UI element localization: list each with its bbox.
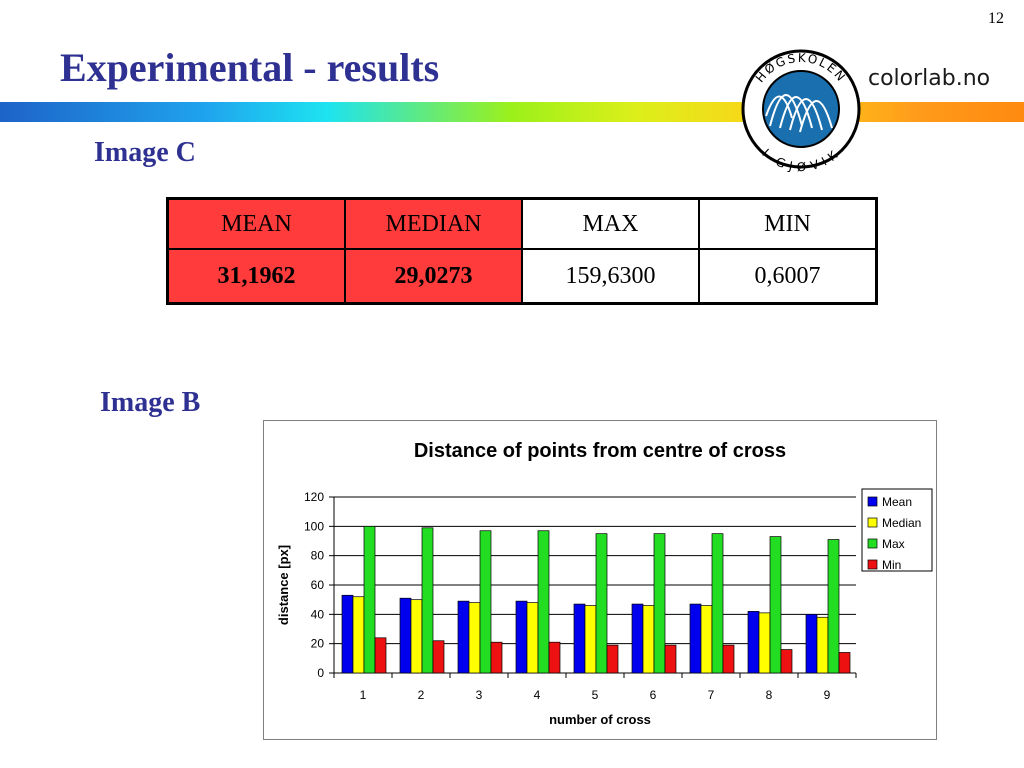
bar-median — [352, 596, 365, 674]
bar-mean — [341, 594, 354, 674]
header-min: MIN — [698, 197, 878, 250]
x-tick-label: 6 — [650, 688, 657, 702]
value-min: 0,6007 — [698, 248, 878, 305]
x-tick-label: 8 — [766, 688, 773, 702]
title-gradient-bar — [0, 102, 1024, 122]
x-tick-label: 4 — [534, 688, 541, 702]
x-tick-label: 7 — [708, 688, 715, 702]
bar-mean — [689, 603, 702, 674]
x-tick-label: 1 — [360, 688, 367, 702]
legend-label-min: Min — [882, 558, 901, 572]
y-tick-label: 60 — [311, 578, 325, 592]
chart-title: Distance of points from centre of cross — [414, 440, 786, 462]
bar-median — [410, 599, 423, 674]
bar-median — [758, 612, 771, 674]
bar-median — [584, 605, 597, 674]
legend-swatch-max — [867, 538, 878, 549]
bar-mean — [805, 613, 818, 674]
bar-mean — [399, 597, 412, 674]
stats-table-value-row: 31,1962 29,0273 159,6300 0,6007 — [166, 248, 878, 305]
legend-swatch-min — [867, 559, 878, 570]
bar-median — [468, 602, 481, 674]
legend-label-median: Median — [882, 516, 921, 530]
heading-image-c: Image C — [94, 137, 196, 168]
bar-max — [769, 536, 782, 674]
header-max: MAX — [521, 197, 700, 250]
x-tick-label: 2 — [418, 688, 425, 702]
value-mean: 31,1962 — [166, 248, 346, 305]
value-max: 159,6300 — [521, 248, 700, 305]
stats-table-header-row: MEAN MEDIAN MAX MIN — [166, 197, 878, 250]
slide-title: Experimental - results — [60, 45, 440, 90]
x-tick-label: 3 — [476, 688, 483, 702]
header-mean: MEAN — [166, 197, 346, 250]
bar-max — [653, 533, 666, 674]
bar-mean — [747, 611, 760, 674]
bar-median — [700, 605, 713, 674]
bar-min — [664, 644, 677, 674]
y-tick-label: 40 — [311, 607, 325, 621]
y-tick-label: 100 — [304, 519, 324, 533]
bar-chart: Distance of points from centre of cross 0… — [276, 440, 933, 727]
x-tick-label: 5 — [592, 688, 599, 702]
heading-image-b: Image B — [100, 387, 201, 418]
y-tick-label: 0 — [317, 666, 324, 680]
header-median: MEDIAN — [344, 197, 523, 250]
bar-median — [526, 602, 539, 674]
bar-mean — [631, 603, 644, 674]
bar-min — [722, 644, 735, 674]
x-axis-label: number of cross — [549, 712, 651, 727]
bar-mean — [515, 600, 528, 674]
bar-max — [363, 525, 376, 674]
y-tick-label: 120 — [304, 490, 324, 504]
logo-text: colorlab.no — [868, 66, 991, 91]
bar-min — [432, 640, 445, 674]
bar-max — [827, 539, 840, 674]
legend-swatch-median — [867, 517, 878, 528]
y-tick-label: 80 — [311, 549, 325, 563]
y-axis-label: distance [px] — [276, 545, 291, 625]
bar-min — [838, 652, 851, 674]
chart-frame: Distance of points from centre of cross 0… — [263, 420, 937, 740]
bar-mean — [573, 603, 586, 674]
bar-max — [711, 533, 724, 674]
legend-label-max: Max — [882, 537, 905, 551]
y-tick-label: 20 — [311, 637, 325, 651]
bar-min — [374, 637, 387, 674]
bar-min — [548, 641, 561, 674]
bar-max — [595, 533, 608, 674]
bar-min — [606, 644, 619, 674]
bar-max — [421, 527, 434, 674]
bar-mean — [457, 600, 470, 674]
bar-max — [537, 530, 550, 674]
bar-median — [642, 605, 655, 674]
legend-swatch-mean — [867, 496, 878, 507]
legend-label-mean: Mean — [882, 495, 912, 509]
bar-median — [816, 616, 829, 674]
value-median: 29,0273 — [344, 248, 523, 305]
bar-max — [479, 530, 492, 674]
stats-table: MEAN MEDIAN MAX MIN 31,1962 29,0273 159,… — [166, 197, 878, 305]
x-tick-label: 9 — [824, 688, 831, 702]
slide-number: 12 — [988, 10, 1004, 27]
bar-min — [490, 641, 503, 674]
college-logo: HØGSKOLEN I GJØVIK — [741, 49, 861, 172]
bar-min — [780, 649, 793, 674]
